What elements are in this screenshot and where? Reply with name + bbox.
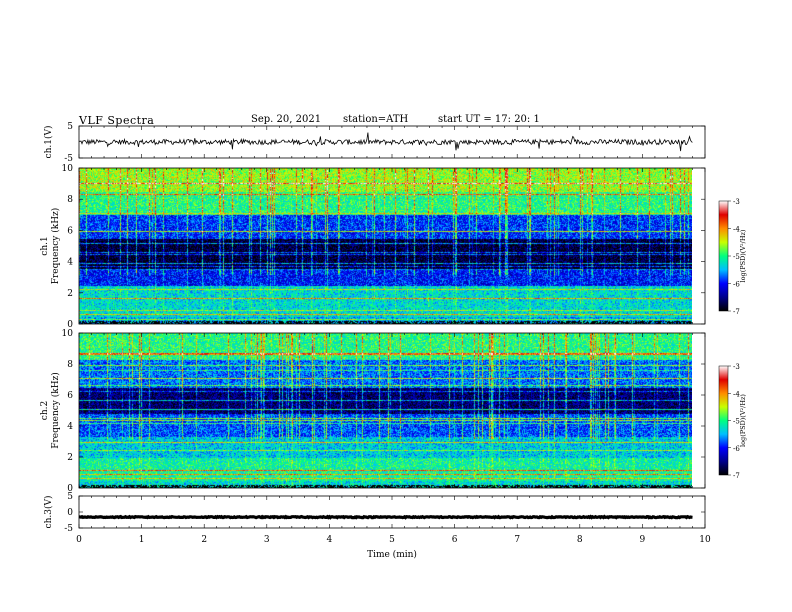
x-axis-label: Time (min) bbox=[367, 549, 417, 560]
ch1-spectrogram-colorbar-tick-label: -5 bbox=[733, 253, 740, 261]
ch1-spectrogram-image bbox=[79, 168, 692, 324]
ch2-spectrogram-image bbox=[79, 333, 692, 488]
ch2-spectrogram-ytick-label: 2 bbox=[67, 453, 73, 463]
x-tick-label: 2 bbox=[201, 535, 207, 545]
ch1-spectrogram-ytick-label: 0 bbox=[67, 320, 73, 330]
start-time-label: start UT = 17: 20: 1 bbox=[438, 114, 540, 125]
ch2-spectrogram-colorbar bbox=[718, 365, 729, 476]
ch1-waveform-ytick-label: -5 bbox=[64, 154, 73, 164]
ch1-waveform-line bbox=[78, 132, 693, 152]
ch1-spectrogram-ytick-label: 10 bbox=[62, 164, 74, 174]
ch1-spectrogram-ytick-label: 6 bbox=[67, 226, 73, 236]
x-tick-label: 0 bbox=[76, 535, 82, 545]
ch2-spectrogram-ytick-label: 10 bbox=[62, 329, 74, 339]
x-tick-label: 7 bbox=[514, 535, 520, 545]
ch1-spectrogram-ylabel: Frequency (kHz) bbox=[50, 208, 61, 285]
x-tick-label: 1 bbox=[139, 535, 145, 545]
ch1-spectrogram-ytick-label: 2 bbox=[67, 289, 73, 299]
x-tick-label: 10 bbox=[699, 535, 711, 545]
ch1-spectrogram-colorbar-tick-label: -4 bbox=[733, 226, 740, 234]
ch2-spectrogram-colorbar-tick-label: -5 bbox=[733, 418, 740, 426]
x-tick-label: 8 bbox=[577, 535, 583, 545]
ch3-waveform-frame bbox=[78, 495, 706, 529]
ch2-spectrogram-ylabel: Frequency (kHz) bbox=[50, 372, 61, 449]
ch2-spectrogram-ytick-label: 0 bbox=[67, 484, 73, 494]
ch2-spectrogram-colorbar-label: log(PSD)(V²/Hz) bbox=[739, 394, 747, 447]
ch1-spectrogram-ytick-label: 4 bbox=[67, 258, 73, 268]
ch2-spectrogram-channel-label: ch.2 bbox=[40, 401, 50, 420]
ch2-spectrogram-ytick-label: 4 bbox=[67, 422, 73, 432]
station-label: station=ATH bbox=[343, 114, 409, 125]
ch1-spectrogram-colorbar-label: log(PSD)(V²/Hz) bbox=[739, 229, 747, 282]
ch3-waveform-ytick-label: 0 bbox=[67, 508, 73, 518]
ch2-spectrogram-ytick-label: 8 bbox=[67, 360, 73, 370]
x-tick-label: 3 bbox=[264, 535, 270, 545]
ch3-waveform-ylabel: ch.3(V) bbox=[43, 496, 54, 529]
ch3-waveform-ytick-label: -5 bbox=[64, 524, 73, 534]
recording-date: Sep. 20, 2021 bbox=[251, 114, 322, 125]
ch1-spectrogram-channel-label: ch.1 bbox=[40, 236, 50, 255]
ch1-spectrogram-colorbar-tick-label: -7 bbox=[733, 308, 740, 316]
x-tick-label: 4 bbox=[327, 535, 333, 545]
ch1-spectrogram-colorbar bbox=[718, 200, 729, 312]
ch1-waveform-ylabel: ch.1(V) bbox=[43, 126, 54, 159]
ch2-spectrogram-colorbar-tick-label: -4 bbox=[733, 390, 740, 398]
ch2-spectrogram-colorbar-tick-label: -3 bbox=[733, 363, 740, 371]
ch2-spectrogram-colorbar-tick-label: -7 bbox=[733, 472, 740, 480]
ch1-waveform-ytick-label: 5 bbox=[67, 122, 73, 132]
ch1-waveform-series bbox=[78, 132, 693, 152]
x-tick-label: 9 bbox=[640, 535, 646, 545]
ch2-spectrogram-colorbar-tick-label: -6 bbox=[733, 445, 740, 453]
chart-title: VLF Spectra bbox=[79, 114, 155, 127]
ch1-spectrogram-ytick-label: 8 bbox=[67, 195, 73, 205]
ch2-spectrogram-ytick-label: 6 bbox=[67, 391, 73, 401]
ch3-waveform-line bbox=[78, 514, 693, 520]
ch1-spectrogram-colorbar-tick-label: -3 bbox=[733, 198, 740, 206]
ch3-waveform-ytick-label: 5 bbox=[67, 492, 73, 502]
ch1-spectrogram-colorbar-tick-label: -6 bbox=[733, 281, 740, 289]
x-tick-label: 5 bbox=[389, 535, 395, 545]
x-tick-label: 6 bbox=[452, 535, 458, 545]
